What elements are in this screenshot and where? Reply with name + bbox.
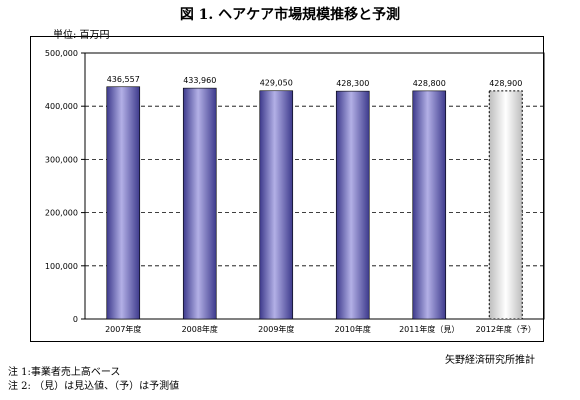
y-tick-label: 0: [73, 315, 78, 324]
y-tick-label: 200,000: [45, 209, 78, 218]
y-tick-label: 500,000: [45, 49, 78, 58]
data-label: 436,557: [107, 75, 140, 84]
bar: [335, 90, 370, 320]
x-tick-label: 2008年度: [182, 324, 218, 334]
note-2: 注 2: （見）は見込値、（予）は予測値: [8, 381, 180, 392]
note-1: 注 1:事業者売上高ベース: [8, 367, 121, 378]
bar-forecast: [488, 90, 523, 320]
x-tick-label: 2011年度（見）: [399, 324, 459, 334]
x-tick-label: 2012年度（予）: [476, 324, 536, 334]
y-tick-label: 100,000: [45, 262, 78, 271]
unit-label: 単位: 百万円: [53, 30, 110, 41]
plot-area: [84, 52, 545, 320]
bar: [106, 86, 141, 320]
y-tick-label: 300,000: [45, 155, 78, 164]
data-label: 428,900: [489, 79, 522, 88]
chart-title: 図 1. ヘアケア市場規模推移と予測: [179, 7, 401, 23]
x-tick-label: 2009年度: [258, 324, 294, 334]
y-tick-label: 400,000: [45, 102, 78, 111]
data-label: 429,050: [260, 79, 293, 88]
x-tick-label: 2010年度: [335, 324, 371, 334]
bar: [412, 90, 447, 320]
data-label: 433,960: [183, 76, 216, 85]
data-label: 428,300: [336, 79, 369, 88]
source-label: 矢野経済研究所推計: [445, 355, 535, 366]
bar: [182, 87, 217, 320]
bar: [259, 90, 294, 320]
data-label: 428,800: [413, 79, 446, 88]
x-tick-label: 2007年度: [105, 324, 141, 334]
